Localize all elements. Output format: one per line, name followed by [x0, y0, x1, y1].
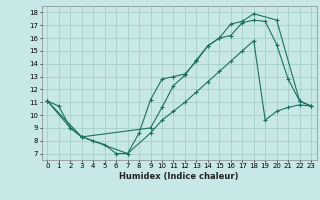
X-axis label: Humidex (Indice chaleur): Humidex (Indice chaleur): [119, 172, 239, 181]
